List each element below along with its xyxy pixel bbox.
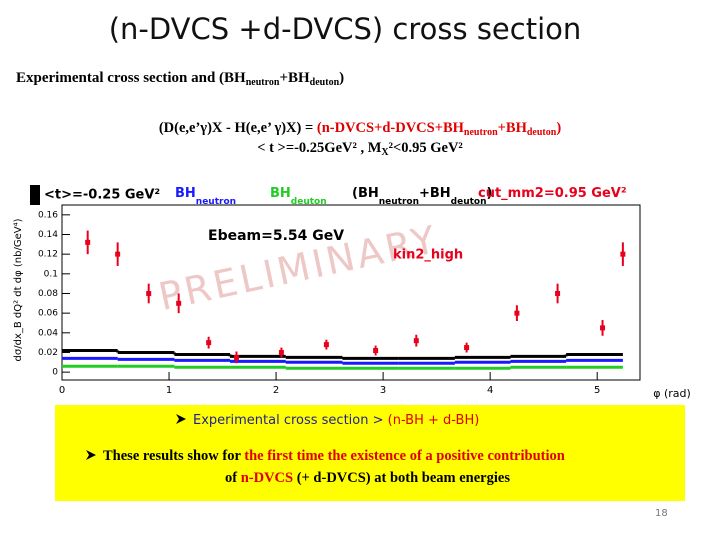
y-tick-label: 0.04 bbox=[38, 328, 58, 338]
data-point bbox=[115, 251, 121, 257]
x-tick-label: 3 bbox=[380, 385, 386, 396]
y-tick-label: 0.14 bbox=[38, 230, 58, 240]
data-point bbox=[146, 290, 152, 296]
data-point bbox=[278, 349, 284, 355]
annotation: Ebeam=5.54 GeV bbox=[208, 228, 344, 244]
x-axis-label: φ (rad) bbox=[653, 387, 691, 400]
y-tick-label: 0.08 bbox=[38, 289, 58, 299]
data-point bbox=[176, 300, 182, 306]
data-point bbox=[600, 325, 606, 331]
text: ²<0.95 GeV² bbox=[388, 140, 463, 156]
text: ) bbox=[474, 413, 480, 428]
data-point bbox=[464, 345, 470, 351]
y-tick-label: 0.1 bbox=[44, 269, 58, 279]
y-tick-label: 0.16 bbox=[38, 210, 58, 220]
text: ) bbox=[556, 120, 562, 136]
subtitle: Experimental cross section and (BHneutro… bbox=[16, 70, 345, 88]
text: Experimental cross section > bbox=[193, 413, 388, 428]
data-point bbox=[555, 290, 561, 296]
text: + bbox=[423, 413, 444, 428]
y-tick-label: 0.02 bbox=[38, 348, 58, 358]
bullet-icon bbox=[86, 450, 96, 460]
text: +BH bbox=[279, 70, 310, 86]
legend-text: BH bbox=[175, 186, 196, 201]
legend-text: neutron bbox=[379, 197, 419, 207]
legend-text: deuton bbox=[291, 197, 327, 207]
text: n-DVCS bbox=[240, 470, 294, 486]
y-axis-label: dσ/dx_B dQ² dt dφ (nb/GeV⁴) bbox=[13, 218, 24, 361]
x-tick-label: 4 bbox=[487, 385, 493, 396]
bullet: These results show for the first time th… bbox=[85, 445, 565, 489]
legend-text: cut_mm2=0.95 GeV² bbox=[478, 186, 627, 201]
legend-entry: (BHneutron+BHdeuton) bbox=[352, 186, 492, 207]
page-number: 18 bbox=[655, 508, 668, 519]
legend-text: deuton bbox=[451, 197, 487, 207]
text: ) bbox=[339, 70, 345, 86]
bullet: Experimental cross section > (n-BH + d-B… bbox=[175, 413, 479, 428]
y-tick-label: 0.12 bbox=[38, 250, 58, 260]
data-point bbox=[514, 310, 520, 316]
legend-text: +BH bbox=[419, 186, 451, 201]
header: <t>=-0.25 GeV² bbox=[44, 188, 160, 203]
data-point bbox=[233, 354, 239, 360]
text: the first time the existence of a positi… bbox=[244, 448, 565, 464]
data-point bbox=[413, 338, 419, 344]
text: These results show for bbox=[103, 448, 245, 464]
text: neutron bbox=[463, 127, 498, 138]
text: (+ d-DVCS) at both beam energies bbox=[293, 470, 510, 486]
y-tick-label: 0 bbox=[52, 368, 58, 378]
legend-entry: BHdeuton bbox=[270, 186, 327, 207]
x-tick-label: 2 bbox=[273, 385, 279, 396]
summary-box: Experimental cross section > (n-BH + d-B… bbox=[55, 405, 685, 501]
data-point bbox=[620, 251, 626, 257]
data-point bbox=[323, 342, 329, 348]
bullet-icon bbox=[176, 414, 186, 424]
text: (n-DVCS+d-DVCS+BH bbox=[316, 120, 464, 136]
legend-entry: BHneutron bbox=[175, 186, 236, 207]
data-point bbox=[373, 348, 379, 354]
plot-area bbox=[61, 204, 641, 381]
text: d-BH bbox=[443, 413, 475, 428]
header-band bbox=[30, 185, 40, 205]
x-tick-label: 5 bbox=[594, 385, 600, 396]
equation: (D(e,e’γ)X - H(e,e’ γ)X) = (n-DVCS+d-DVC… bbox=[60, 118, 660, 158]
x-tick-label: 1 bbox=[166, 385, 172, 396]
text: deuton bbox=[526, 127, 557, 138]
x-tick-label: 0 bbox=[59, 385, 65, 396]
legend-text: ) bbox=[487, 186, 493, 201]
legend-text: neutron bbox=[196, 197, 236, 207]
text: < t >=-0.25GeV² , M bbox=[257, 140, 382, 156]
y-tick-label: 0.06 bbox=[38, 309, 58, 319]
text: deuton bbox=[309, 77, 340, 88]
data-point bbox=[85, 239, 91, 245]
legend-text: (BH bbox=[352, 186, 379, 201]
legend-entry: cut_mm2=0.95 GeV² bbox=[478, 186, 627, 201]
annotation: kin2_high bbox=[393, 248, 463, 263]
text: neutron bbox=[245, 77, 280, 88]
text: +BH bbox=[497, 120, 527, 136]
text: (D(e,e’γ)X - H(e,e’ γ)X) = bbox=[158, 120, 317, 136]
text: (n-BH bbox=[387, 413, 424, 428]
slide-title: (n-DVCS +d-DVCS) cross section bbox=[108, 12, 582, 46]
text: X bbox=[381, 147, 389, 158]
text: of bbox=[225, 470, 241, 486]
data-point bbox=[206, 340, 212, 346]
text: Experimental cross section and (BH bbox=[16, 70, 246, 86]
legend-text: BH bbox=[270, 186, 291, 201]
